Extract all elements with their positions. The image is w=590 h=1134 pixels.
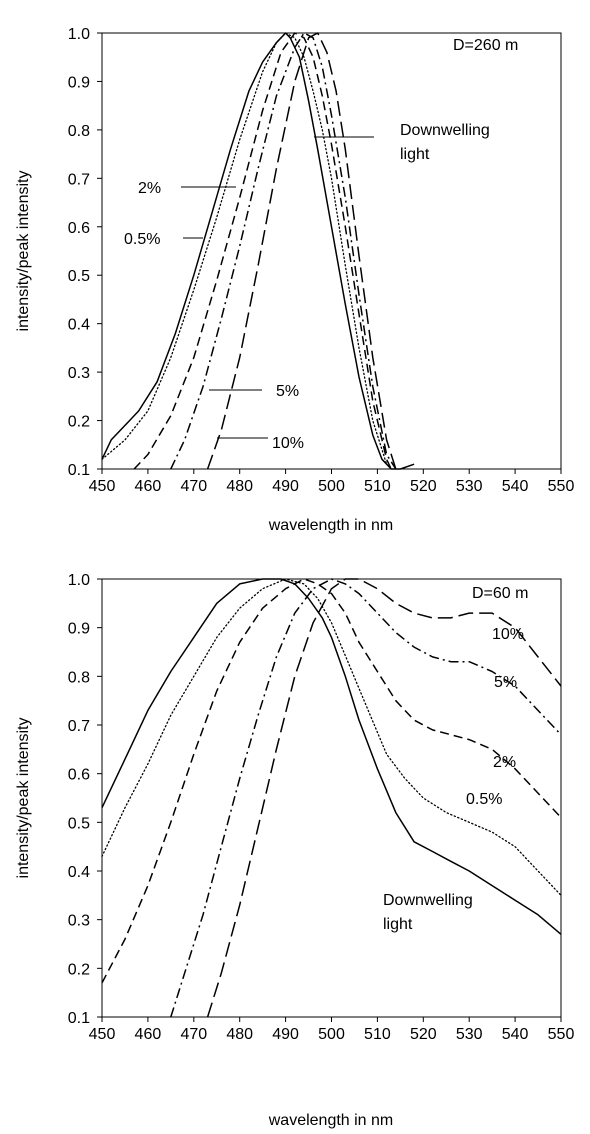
- y-tick-label: 0.3: [68, 913, 90, 930]
- x-tick-label: 490: [272, 1026, 299, 1043]
- series-line: [101, 578, 562, 896]
- series-lines: [101, 32, 415, 470]
- x-tick-label: 520: [410, 1026, 437, 1043]
- label-text: 0.5%: [124, 231, 160, 248]
- x-tick-label: 480: [226, 478, 253, 495]
- depth-annotation: D=60 m: [472, 585, 528, 602]
- series-line: [206, 578, 562, 1018]
- y-tick-label: 0.1: [68, 462, 90, 479]
- y-tick-label: 0.7: [68, 718, 90, 735]
- x-tick-label: 540: [502, 478, 529, 495]
- x-axis-title: wavelength in nm: [268, 1112, 394, 1129]
- x-tick-label: 450: [89, 478, 116, 495]
- y-tick-label: 0.7: [68, 171, 90, 188]
- x-tick-label: 460: [135, 1026, 162, 1043]
- series-line: [133, 32, 392, 470]
- y-tick-label: 0.5: [68, 815, 90, 832]
- x-tick-label: 530: [456, 1026, 483, 1043]
- x-tick-label: 550: [548, 478, 575, 495]
- x-tick-label: 520: [410, 478, 437, 495]
- x-tick-label: 510: [364, 478, 391, 495]
- label-0-5pct: 0.5%: [124, 231, 203, 248]
- y-tick-label: 0.6: [68, 220, 90, 237]
- x-axis-title: wavelength in nm: [268, 517, 394, 534]
- series-line: [206, 32, 397, 470]
- x-tick-label: 450: [89, 1026, 116, 1043]
- series-line: [101, 32, 388, 465]
- y-tick-label: 0.9: [68, 74, 90, 91]
- label-downwelling: Downwelling light: [383, 892, 473, 933]
- y-tick-label: 0.4: [68, 864, 90, 881]
- x-tick-label: 530: [456, 478, 483, 495]
- label-text: 2%: [138, 180, 161, 197]
- chart-panel-shallow: 450 460 470 480 490 500 510 520 530 540 550 0.1 0.2 0…: [15, 572, 574, 1129]
- series-line: [101, 578, 562, 935]
- y-axis-title: intensity/peak intensity: [15, 171, 32, 332]
- series-line: [170, 32, 397, 470]
- x-tick-label: 480: [226, 1026, 253, 1043]
- y-tick-label: 0.9: [68, 621, 90, 638]
- series-line: [101, 32, 415, 470]
- y-tick-label: 0.1: [68, 1010, 90, 1027]
- label-2pct: 2%: [138, 180, 236, 197]
- y-tick-label: 0.8: [68, 123, 90, 140]
- y-tick-label: 1.0: [68, 26, 90, 43]
- label-text: 5%: [276, 383, 299, 400]
- y-tick-label: 0.2: [68, 414, 90, 431]
- x-tick-label: 550: [548, 1026, 575, 1043]
- y-tick-label: 1.0: [68, 572, 90, 589]
- series-line: [101, 578, 562, 984]
- label-10pct: 10%: [217, 435, 304, 452]
- x-tick-label: 500: [318, 478, 345, 495]
- x-tick-label: 510: [364, 1026, 391, 1043]
- x-tick-label: 470: [180, 478, 207, 495]
- y-tick-label: 0.5: [68, 268, 90, 285]
- depth-annotation: D=260 m: [453, 37, 518, 54]
- label-downwelling: Downwelling light: [314, 122, 490, 163]
- x-tick-label: 540: [502, 1026, 529, 1043]
- label-text: Downwelling light: [400, 122, 490, 163]
- label-10pct: 10%: [492, 626, 524, 643]
- x-tick-label: 460: [135, 478, 162, 495]
- x-tick-label: 490: [272, 478, 299, 495]
- y-tick-label: 0.3: [68, 365, 90, 382]
- label-5pct: 5%: [494, 674, 517, 691]
- y-axis-title: intensity/peak intensity: [15, 718, 32, 879]
- axis-ticks: 450 460 470 480 490 500 510 520 530 540 550 0.1 0.2 0…: [68, 572, 575, 1043]
- series-lines: [101, 578, 562, 1018]
- label-5pct: 5%: [209, 383, 299, 400]
- label-text: 10%: [272, 435, 304, 452]
- axis-ticks: 450 460 470 480 490 500 510 520 530 540 550 0.1 0.2 0…: [68, 26, 575, 495]
- chart-panel-deep: 450 460 470 480 490 500 510 520 530 540 550 0.1 0.2 0…: [15, 26, 574, 534]
- y-tick-label: 0.8: [68, 669, 90, 686]
- x-tick-label: 470: [180, 1026, 207, 1043]
- y-tick-label: 0.4: [68, 317, 90, 334]
- y-tick-label: 0.2: [68, 961, 90, 978]
- plot-frame: [101, 32, 562, 470]
- y-tick-label: 0.6: [68, 767, 90, 784]
- label-0-5pct: 0.5%: [466, 791, 502, 808]
- x-tick-label: 500: [318, 1026, 345, 1043]
- series-line: [170, 578, 562, 1018]
- label-2pct: 2%: [493, 754, 516, 771]
